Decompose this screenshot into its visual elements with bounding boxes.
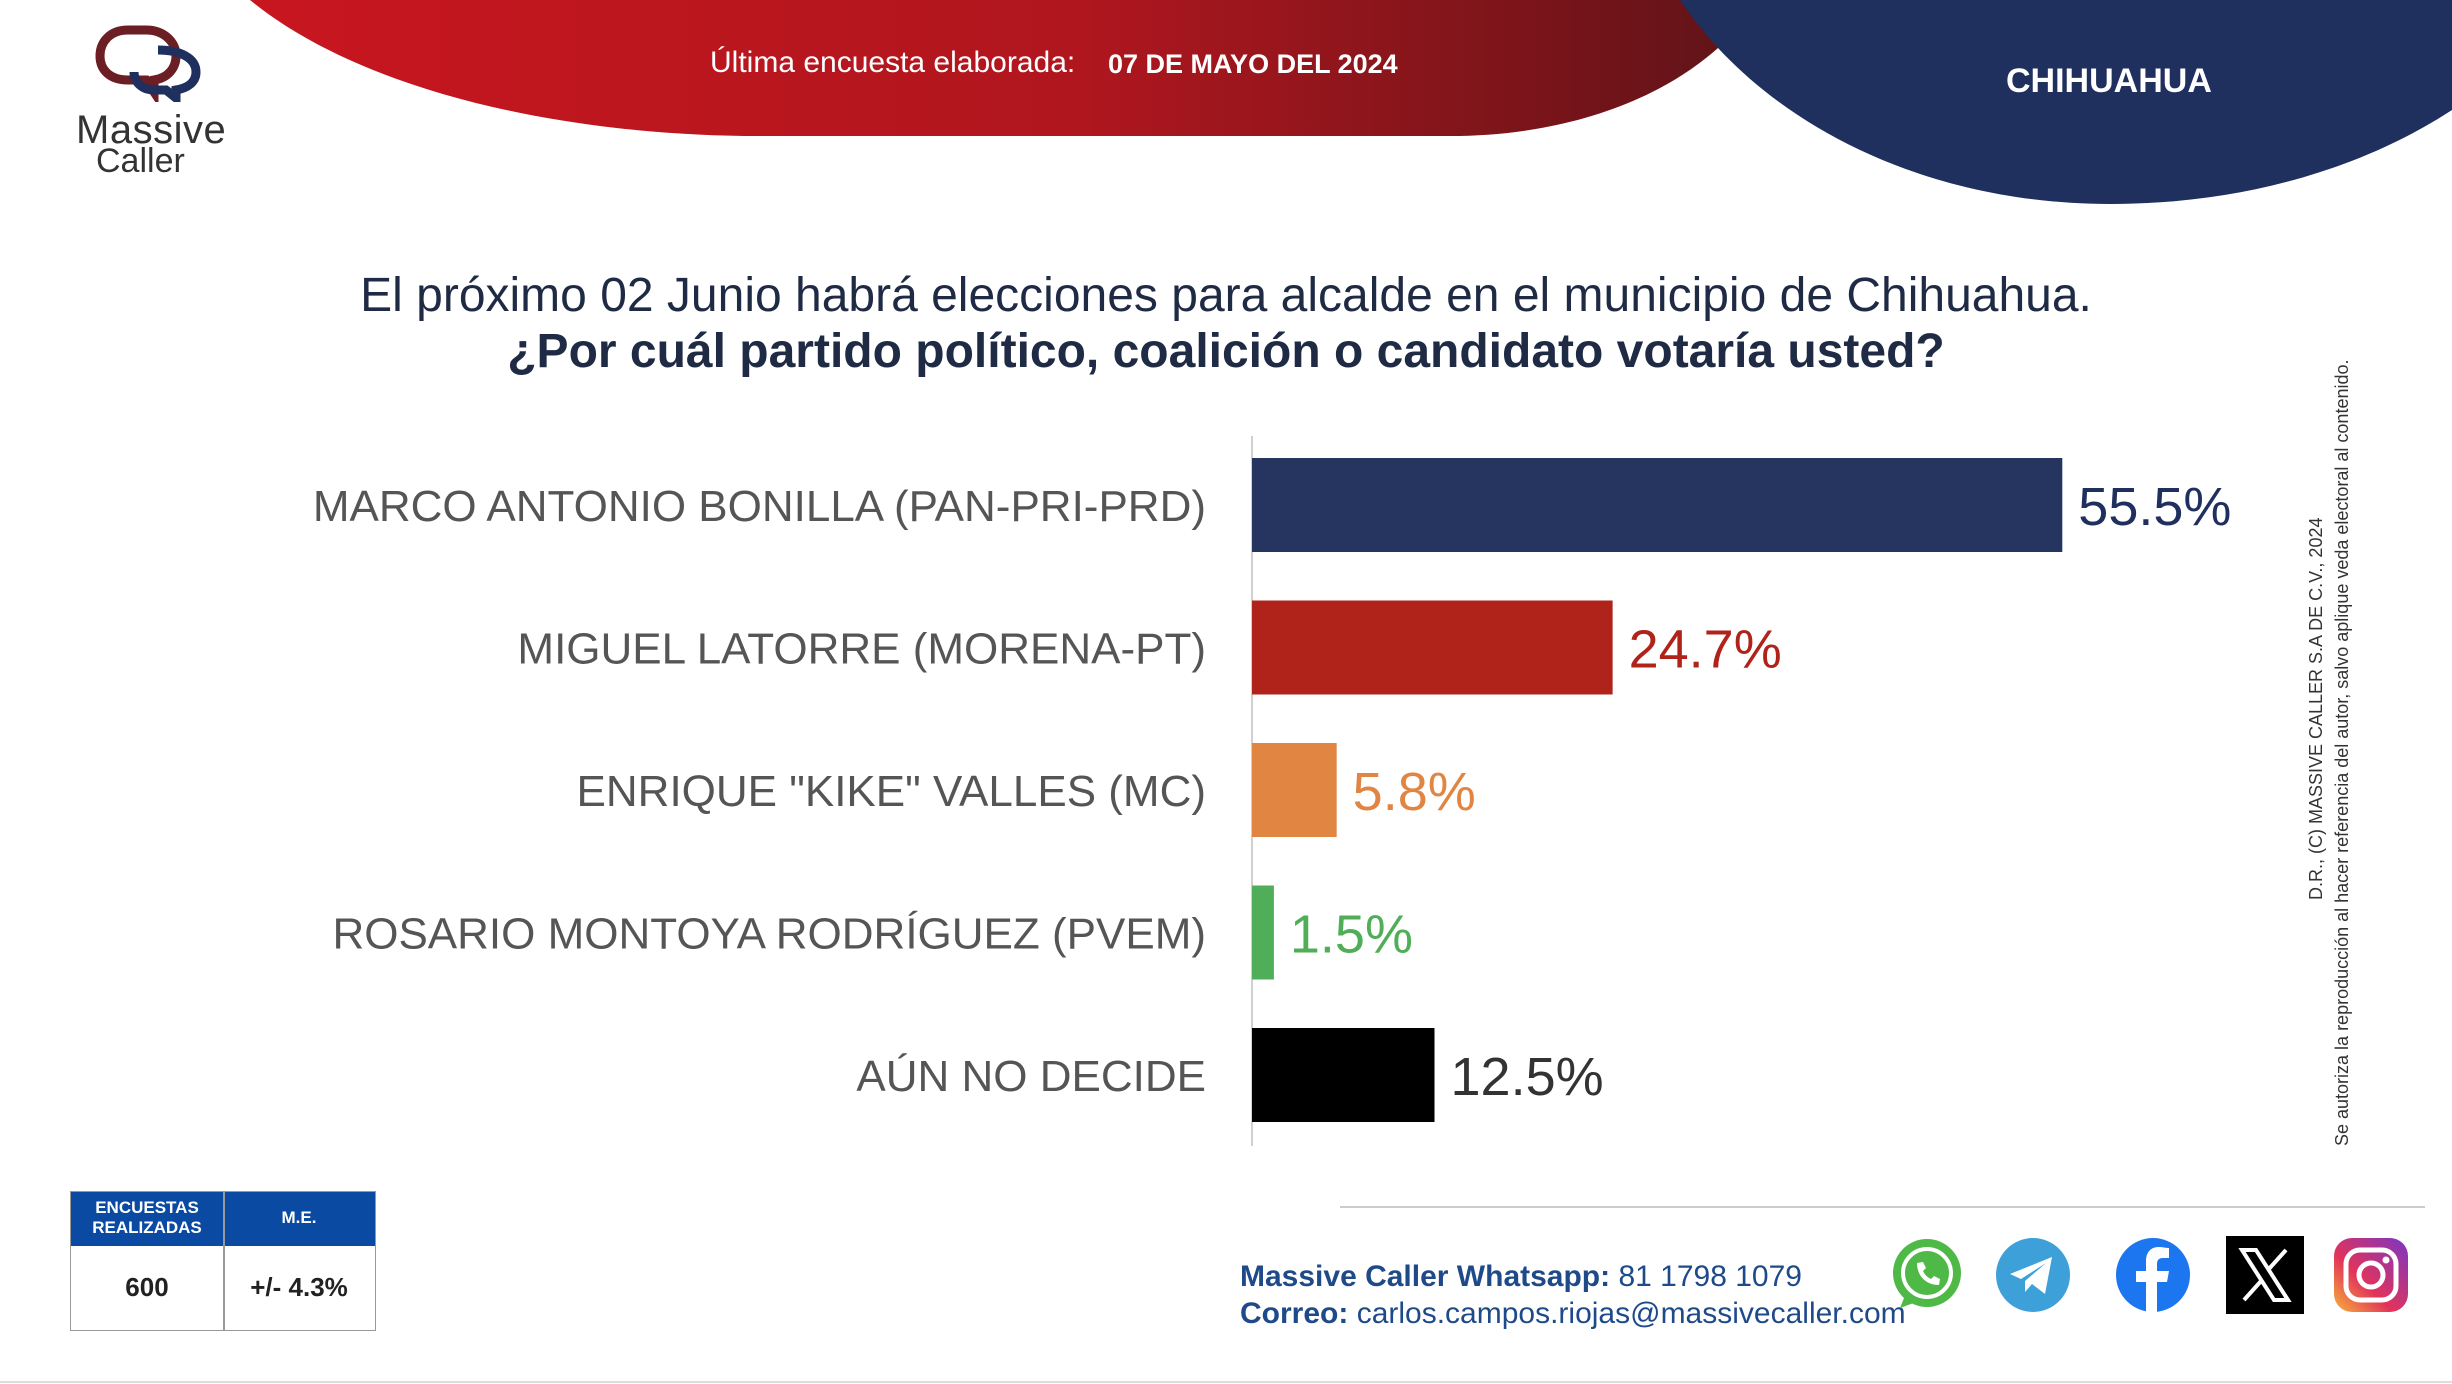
whatsapp-icon[interactable] xyxy=(1888,1236,1966,1314)
bar-3 xyxy=(1252,885,1274,980)
question-line-1: El próximo 02 Junio habrá elecciones par… xyxy=(360,269,2092,322)
value-label-4: 12.5% xyxy=(1451,1047,1604,1107)
bar-4 xyxy=(1252,1028,1435,1122)
email-address[interactable]: carlos.campos.riojas@massivecaller.com xyxy=(1356,1297,1906,1330)
contact-email: Correo: carlos.campos.riojas@massivecall… xyxy=(1240,1297,1906,1331)
margin-error-value: +/- 4.3% xyxy=(250,1272,348,1302)
logo-text-massive: Massive xyxy=(76,108,227,152)
category-label-0: MARCO ANTONIO BONILLA (PAN-PRI-PRD) xyxy=(313,482,1206,531)
bar-0 xyxy=(1252,458,2063,552)
sample-table: ENCUESTAS REALIZADAS M.E. 600 +/- 4.3% xyxy=(70,1191,376,1331)
value-label-1: 24.7% xyxy=(1629,620,1782,680)
instagram-icon[interactable] xyxy=(2332,1236,2410,1314)
value-label-2: 5.8% xyxy=(1353,762,1476,822)
header-encuestas: ENCUESTAS REALIZADAS xyxy=(92,1198,202,1237)
whatsapp-label: Massive Caller Whatsapp: xyxy=(1240,1260,1611,1293)
table-divider xyxy=(223,1192,225,1330)
survey-label: Última encuesta elaborada: xyxy=(710,46,1076,79)
telegram-icon[interactable] xyxy=(1994,1236,2072,1314)
category-label-2: ENRIQUE "KIKE" VALLES (MC) xyxy=(577,767,1206,816)
category-label-1: MIGUEL LATORRE (MORENA-PT) xyxy=(517,625,1206,674)
logo-text-caller: Caller xyxy=(96,142,185,180)
category-label-3: ROSARIO MONTOYA RODRÍGUEZ (PVEM) xyxy=(332,910,1206,959)
category-label-4: AÚN NO DECIDE xyxy=(856,1052,1206,1101)
logo: Massive Caller xyxy=(70,22,230,182)
encuestas-value: 600 xyxy=(125,1272,169,1302)
header-me: M.E. xyxy=(281,1208,317,1227)
facebook-icon[interactable] xyxy=(2114,1236,2192,1314)
bar-1 xyxy=(1252,600,1613,695)
navy-header-shape xyxy=(1680,0,2452,204)
bar-2 xyxy=(1252,743,1337,837)
survey-date: 07 DE MAYO DEL 2024 xyxy=(1108,49,1398,79)
x-icon[interactable] xyxy=(2226,1236,2304,1314)
value-label-3: 1.5% xyxy=(1290,905,1413,965)
contact-whatsapp: Massive Caller Whatsapp: 81 1798 1079 xyxy=(1240,1260,1802,1294)
copyright-line-1: D.R., (C) MASSIVE CALLER S.A DE C.V., 20… xyxy=(2306,518,2326,900)
logo-mark-icon xyxy=(95,25,201,102)
whatsapp-number: 81 1798 1079 xyxy=(1618,1260,1802,1293)
value-label-0: 55.5% xyxy=(2078,477,2231,537)
bar-chart: MARCO ANTONIO BONILLA (PAN-PRI-PRD) 55.5%… xyxy=(313,436,2231,1146)
email-label: Correo: xyxy=(1240,1297,1349,1330)
red-header-shape xyxy=(250,0,1760,136)
copyright-line-2: Se autoriza la reproducción al hacer ref… xyxy=(2332,360,2352,1147)
region-title: CHIHUAHUA xyxy=(2006,62,2212,100)
question-line-2: ¿Por cuál partido político, coalición o … xyxy=(507,325,1945,378)
copyright-notice: D.R., (C) MASSIVE CALLER S.A DE C.V., 20… xyxy=(2306,360,2352,1147)
